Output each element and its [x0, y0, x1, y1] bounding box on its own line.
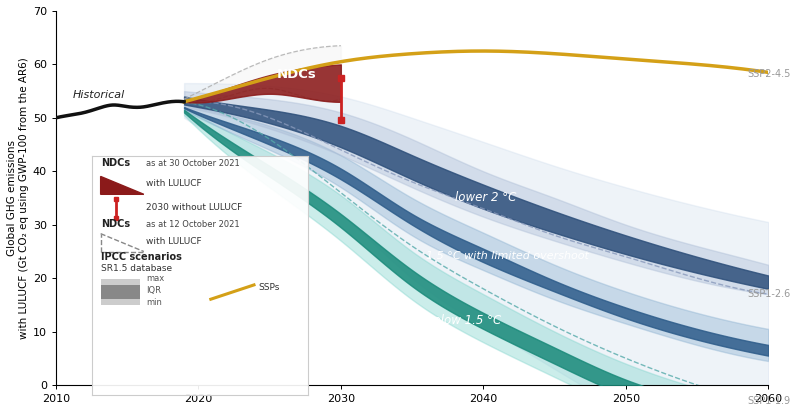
- Y-axis label: Global GHG emissions
with LULUCF (Gt CO₂ eq using GWP-100 from the AR6): Global GHG emissions with LULUCF (Gt CO₂…: [7, 57, 29, 339]
- Bar: [101, 279, 139, 305]
- Text: below 1.5 °C: below 1.5 °C: [426, 314, 502, 327]
- Text: 1.5 °C with limited overshoot: 1.5 °C with limited overshoot: [426, 252, 589, 261]
- Text: with LULUCF: with LULUCF: [146, 179, 202, 188]
- Text: NDCs: NDCs: [101, 219, 130, 229]
- Bar: [101, 285, 139, 299]
- Text: IQR: IQR: [146, 286, 161, 295]
- Text: NDCs: NDCs: [101, 158, 130, 168]
- Text: SSP1-2.6: SSP1-2.6: [747, 289, 790, 299]
- Text: SSP2-4.5: SSP2-4.5: [747, 69, 790, 79]
- Text: NDCs: NDCs: [277, 68, 317, 81]
- Text: IPCC scenarios: IPCC scenarios: [101, 252, 182, 262]
- Polygon shape: [101, 176, 144, 194]
- Text: min: min: [146, 298, 162, 307]
- Text: as at 12 October 2021: as at 12 October 2021: [146, 219, 240, 229]
- Text: max: max: [146, 274, 164, 283]
- Text: SR1.5 database: SR1.5 database: [101, 263, 172, 272]
- Text: with LULUCF: with LULUCF: [146, 238, 202, 246]
- Text: lower 2 °C: lower 2 °C: [455, 191, 516, 204]
- Text: 2030 without LULUCF: 2030 without LULUCF: [146, 203, 242, 212]
- Text: Historical: Historical: [73, 90, 126, 99]
- Text: SSPs: SSPs: [258, 283, 280, 292]
- Text: as at 30 October 2021: as at 30 October 2021: [146, 159, 240, 168]
- Text: SSP1-1.9: SSP1-1.9: [747, 396, 790, 406]
